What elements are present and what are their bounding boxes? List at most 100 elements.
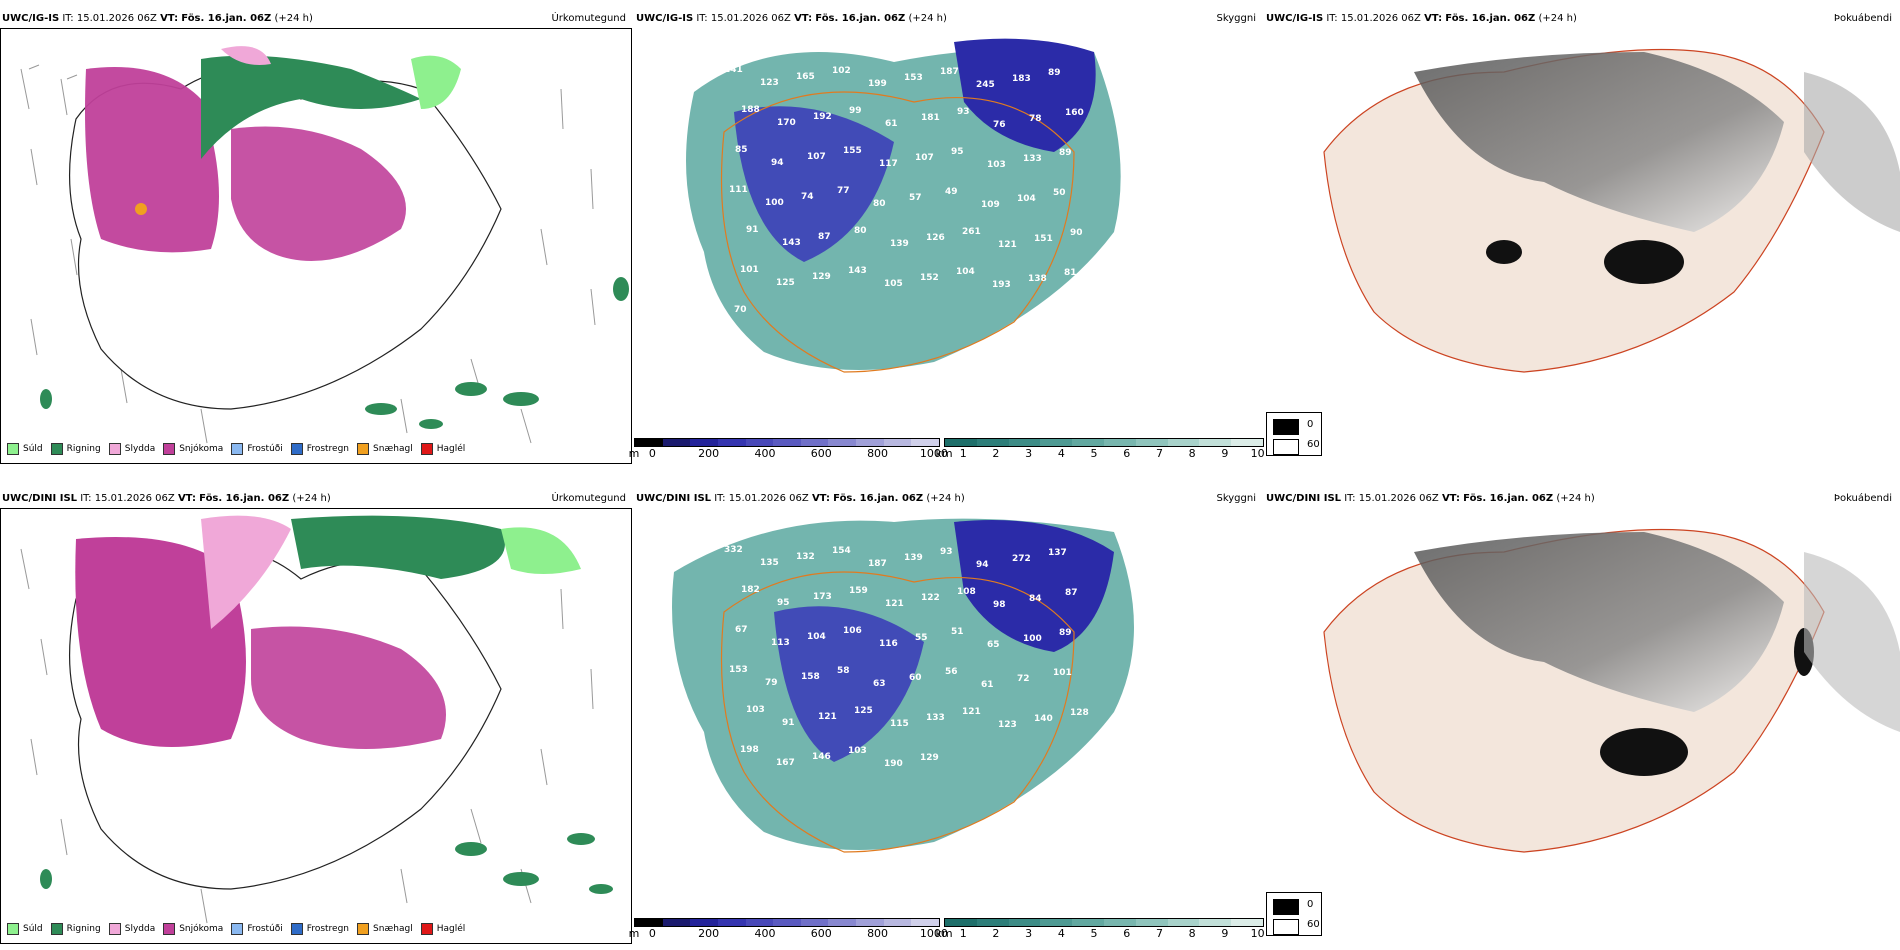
colorbar-unit: km <box>935 927 953 940</box>
visibility-label: 51 <box>951 627 964 637</box>
visibility-label: 95 <box>951 147 964 157</box>
visibility-label: 98 <box>993 600 1006 610</box>
colorbar-segment <box>828 439 857 446</box>
fog-dense-area-2 <box>1486 240 1522 264</box>
visibility-label: 104 <box>1017 194 1036 204</box>
visibility-label: 123 <box>998 720 1017 730</box>
visibility-label: 108 <box>957 587 976 597</box>
visibility-label: 181 <box>921 113 940 123</box>
valid-time: Fös. 16.jan. 06Z <box>199 493 290 504</box>
colorbar-tick: 8 <box>1188 447 1196 460</box>
colorbar-tick: 400 <box>754 447 776 460</box>
colorbar-segment <box>773 439 801 446</box>
wind-barbs <box>20 64 596 444</box>
colorbar-visibility: km 1 2 3 4 5 6 7 8 9 10 <box>935 438 1265 461</box>
colorbar-segment <box>883 919 912 926</box>
visibility-label: 111 <box>729 185 748 195</box>
fog-legend: 0 60 <box>1266 892 1322 936</box>
model-name: UWC/DINI ISL <box>636 493 712 504</box>
visibility-label: 85 <box>735 145 748 155</box>
panel-title: Skyggni <box>1216 13 1256 24</box>
valid-time: Fös. 16.jan. 06Z <box>815 13 906 24</box>
visibility-label: 99 <box>849 106 862 116</box>
wind-barbs <box>20 548 594 924</box>
snow-area-2 <box>231 126 406 261</box>
valid-time: Fös. 16.jan. 06Z <box>833 493 924 504</box>
visibility-label: 190 <box>884 759 903 769</box>
colorbar-segment <box>1231 919 1263 926</box>
colorbar-segment <box>662 919 691 926</box>
colorbar-segment <box>745 439 774 446</box>
row1-precip-panel: UWC/IG-IS IT: 15.01.2026 06Z VT: Fös. 16… <box>0 12 634 464</box>
colorbar-km-ticks: km 1 2 3 4 5 6 7 8 9 10 <box>935 927 1264 941</box>
visibility-label: 170 <box>777 118 796 128</box>
visibility-label: 91 <box>782 718 795 728</box>
colorbar-tick: 9 <box>1221 447 1229 460</box>
visibility-label: 60 <box>909 673 922 683</box>
colorbar-segment <box>976 439 1009 446</box>
visibility-label: 65 <box>987 640 1000 650</box>
visibility-label: 155 <box>843 146 862 156</box>
legend-item: Snæhagl <box>357 443 413 455</box>
vt-label: VT: <box>160 13 179 24</box>
visibility-label: 89 <box>1048 68 1061 78</box>
precip-legend: Súld Rigning Slydda Snjókoma Frostúði Frostre… <box>7 443 465 455</box>
visibility-label: 198 <box>740 745 759 755</box>
visibility-label: 122 <box>921 593 940 603</box>
legend-swatch <box>108 923 121 935</box>
fog-offshore <box>1804 552 1900 732</box>
visibility-labels: 241 123 165 102 199 153 187 245 183 89 188 170 192 99… <box>724 65 1084 315</box>
legend-label: Frostúði <box>247 924 283 934</box>
drizzle-area <box>501 527 581 574</box>
legend-label: Snæhagl <box>373 444 413 454</box>
legend-swatch <box>50 443 63 455</box>
legend-item: Frostregn <box>290 443 349 455</box>
visibility-label: 93 <box>940 547 953 557</box>
colorbar-segment <box>1199 919 1232 926</box>
visibility-label: 76 <box>993 120 1006 130</box>
visibility-label: 153 <box>729 665 748 675</box>
colorbar-tick: 7 <box>1155 927 1163 940</box>
visibility-label: 129 <box>812 272 831 282</box>
visibility-label: 89 <box>1059 148 1072 158</box>
init-time: 15.01.2026 06Z <box>1358 493 1439 504</box>
colorbar-segment <box>1008 439 1041 446</box>
visibility-label: 91 <box>746 225 759 235</box>
visibility-label: 129 <box>920 753 939 763</box>
visibility-label: 183 <box>1012 74 1031 84</box>
colorbar-tick: 6 <box>1123 447 1131 460</box>
colorbar-segment <box>800 919 829 926</box>
colorbar-segment <box>635 439 663 446</box>
colorbar-m-ticks: m 0 200 400 600 800 1000 <box>629 447 948 461</box>
fog-swatch-0 <box>1273 419 1299 435</box>
visibility-label: 187 <box>868 559 887 569</box>
colorbar-tick: 1000 <box>919 447 948 460</box>
colorbar-segment <box>1167 439 1200 446</box>
visibility-label: 146 <box>812 752 831 762</box>
row2-visibility-panel: UWC/DINI ISL IT: 15.01.2026 06Z VT: Fös.… <box>634 492 1264 944</box>
visibility-label: 135 <box>760 558 779 568</box>
legend-item: Snjókoma <box>163 923 223 935</box>
snow-area <box>85 67 219 253</box>
legend-label: Snæhagl <box>373 924 413 934</box>
visibility-label: 193 <box>992 280 1011 290</box>
visibility-label: 56 <box>945 667 958 677</box>
it-label: IT: <box>1344 493 1356 504</box>
colorbar-ceiling: m 0 200 400 600 800 1000 <box>629 438 948 461</box>
legend-label: Rigning <box>66 444 101 454</box>
vt-label: VT: <box>1424 13 1443 24</box>
row1-fog-panel: UWC/IG-IS IT: 15.01.2026 06Z VT: Fös. 16… <box>1264 12 1900 464</box>
visibility-label: 116 <box>879 639 898 649</box>
init-time: 15.01.2026 06Z <box>710 13 791 24</box>
visibility-label: 117 <box>879 159 898 169</box>
low-ceiling-area-2 <box>774 606 924 762</box>
visibility-label: 107 <box>807 152 826 162</box>
legend-swatch <box>163 443 176 455</box>
legend-swatch <box>357 923 370 935</box>
rain-area <box>291 515 505 579</box>
panel-header: UWC/DINI ISL IT: 15.01.2026 06Z VT: Fös.… <box>636 492 1260 510</box>
legend-item: Snæhagl <box>357 923 413 935</box>
colorbar-m-ticks: m 0 200 400 600 800 1000 <box>629 927 948 941</box>
visibility-label: 100 <box>765 198 784 208</box>
visibility-label: 121 <box>962 707 981 717</box>
